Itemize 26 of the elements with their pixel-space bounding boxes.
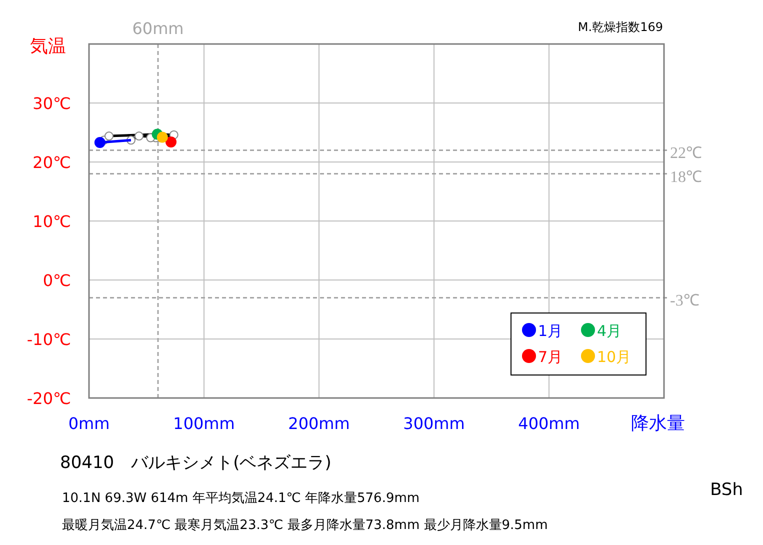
- legend-label: 4月: [597, 322, 622, 340]
- ref-line-label: -3℃: [670, 292, 700, 310]
- x-tick-label: 300mm: [403, 414, 465, 433]
- y-tick-label: -20℃: [26, 389, 71, 408]
- ref-line-label: 22℃: [670, 145, 702, 162]
- text: 最暖月気温24.7℃ 最寒月気温23.3℃ 最多月降水量73.8mm 最少月降水量9.5mm: [62, 517, 548, 533]
- x-tick-label: 0mm: [68, 414, 110, 433]
- text: 80410 バルキシメト(ベネズエラ): [60, 453, 332, 473]
- y-tick-label: 0℃: [42, 271, 71, 290]
- ref-line-label: 60mm: [132, 19, 184, 38]
- text: 10.1N 69.3W 614m 年平均気温24.1℃ 年降水量576.9mm: [62, 491, 420, 506]
- text: BSh: [710, 480, 743, 500]
- legend-label: 7月: [538, 348, 563, 366]
- ref-line-label: 18℃: [670, 168, 702, 186]
- x-tick-label: 200mm: [288, 414, 350, 433]
- legend-label: 1月: [538, 322, 563, 340]
- legend-label: 10月: [597, 348, 632, 366]
- y-tick-label: 10℃: [32, 212, 71, 231]
- y-axis-title: 気温: [30, 36, 66, 57]
- x-tick-label: 100mm: [173, 414, 235, 433]
- y-tick-label: -10℃: [26, 330, 71, 349]
- text: M.乾燥指数169: [578, 20, 663, 34]
- x-tick-label: 400mm: [518, 414, 580, 433]
- y-tick-label: 20℃: [32, 153, 71, 172]
- x-axis-title: 降水量: [631, 413, 685, 434]
- y-tick-label: 30℃: [32, 94, 71, 113]
